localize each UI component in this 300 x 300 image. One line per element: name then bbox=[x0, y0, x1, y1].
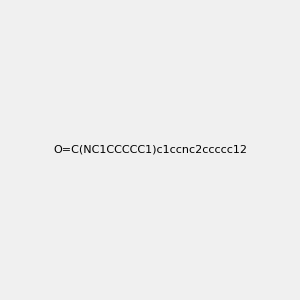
Text: O=C(NC1CCCCC1)c1ccnc2ccccc12: O=C(NC1CCCCC1)c1ccnc2ccccc12 bbox=[53, 145, 247, 155]
